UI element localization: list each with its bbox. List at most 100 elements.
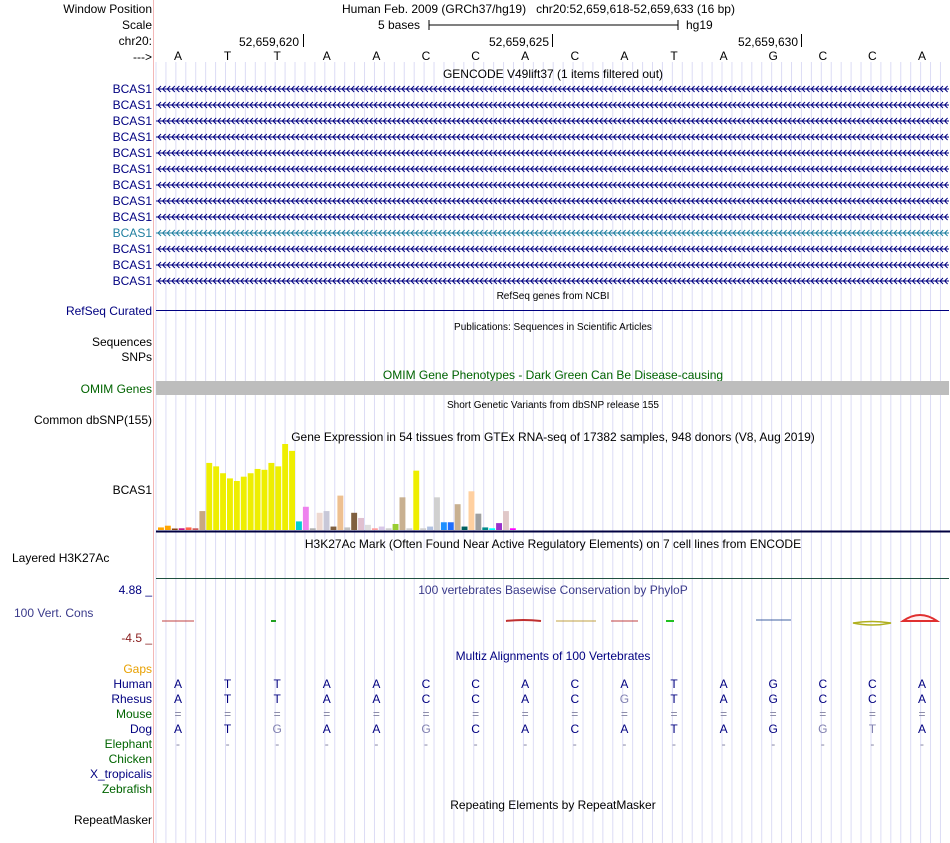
gencode-gene-label[interactable]: BCAS1 xyxy=(112,258,152,272)
strand-arrows-icon xyxy=(157,261,948,269)
dbsnp-label[interactable]: Common dbSNP(155) xyxy=(33,413,152,427)
gencode-gene-label[interactable]: BCAS1 xyxy=(112,114,152,128)
alignment-base: - xyxy=(920,737,924,751)
gencode-gene-label[interactable]: BCAS1 xyxy=(112,210,152,224)
alignment-base: - xyxy=(225,737,230,751)
omim-track-title[interactable]: OMIM Gene Phenotypes - Dark Green Can Be… xyxy=(382,368,724,382)
repeatmasker-label[interactable]: RepeatMasker xyxy=(73,813,152,827)
gencode-gene-label[interactable]: BCAS1 xyxy=(112,274,152,288)
ruler-tick xyxy=(552,34,553,47)
species-label[interactable]: Elephant xyxy=(104,737,152,751)
gencode-gene-track[interactable] xyxy=(156,211,950,223)
gencode-gene-track[interactable] xyxy=(156,195,950,207)
gencode-gene-track[interactable] xyxy=(156,243,950,255)
alignment-base: T xyxy=(223,722,232,736)
gtex-gene-label[interactable]: BCAS1 xyxy=(112,483,152,497)
gencode-gene-label[interactable]: BCAS1 xyxy=(112,194,152,208)
h3k27ac-track-title[interactable]: H3K27Ac Mark (Often Found Near Active Re… xyxy=(304,537,802,551)
window-position[interactable]: chr20:52,659,618-52,659,633 (16 bp) xyxy=(536,2,735,16)
alignment-base: A xyxy=(322,677,331,691)
gencode-gene-track[interactable] xyxy=(156,147,950,159)
sequence-base: C xyxy=(471,49,480,63)
gencode-gene-track[interactable] xyxy=(156,275,950,287)
alignment-base: = xyxy=(918,707,926,721)
dbsnp-track-title[interactable]: Short Genetic Variants from dbSNP releas… xyxy=(447,400,659,411)
alignment-base: A xyxy=(917,722,926,736)
alignment-base: A xyxy=(372,692,381,706)
gtex-bar xyxy=(358,517,364,530)
gencode-gene-label[interactable]: BCAS1 xyxy=(112,98,152,112)
refseq-label[interactable]: RefSeq Curated xyxy=(65,304,152,318)
species-label[interactable]: Mouse xyxy=(115,707,152,721)
alignment-base: A xyxy=(719,692,728,706)
ruler-tick-label: 52,659,620 xyxy=(238,35,299,49)
gencode-gene-label[interactable]: BCAS1 xyxy=(112,130,152,144)
repeatmasker-track-title[interactable]: Repeating Elements by RepeatMasker xyxy=(450,798,656,812)
alignment-base: C xyxy=(868,692,877,706)
gencode-gene-track[interactable] xyxy=(156,179,950,191)
gencode-gene-track[interactable] xyxy=(156,131,950,143)
gencode-gene-label[interactable]: BCAS1 xyxy=(112,82,152,96)
gencode-gene-track[interactable] xyxy=(156,99,950,111)
strand-arrows-icon xyxy=(157,229,948,237)
gencode-gene-track[interactable] xyxy=(156,163,950,175)
alignment-base: = xyxy=(372,707,380,721)
gtex-bar xyxy=(158,527,164,530)
strand-arrows-icon xyxy=(157,85,948,93)
omim-feature-bar[interactable] xyxy=(156,381,949,395)
conservation-label[interactable]: 100 Vert. Cons xyxy=(14,606,94,620)
gencode-gene-track[interactable] xyxy=(156,227,950,239)
gencode-gene-label[interactable]: BCAS1 xyxy=(112,146,152,160)
alignment-base: A xyxy=(620,722,629,736)
gtex-bar xyxy=(482,527,489,530)
gtex-bar xyxy=(413,470,420,530)
gencode-gene-track[interactable] xyxy=(156,259,950,271)
strand-arrows-icon xyxy=(157,133,948,141)
alignment-base: T xyxy=(868,722,877,736)
alignment-base: A xyxy=(620,677,629,691)
refseq-track-line[interactable] xyxy=(156,310,949,311)
species-label[interactable]: Human xyxy=(113,677,152,691)
gencode-gene-track[interactable] xyxy=(156,115,950,127)
alignment-base: = xyxy=(571,707,579,721)
gencode-gene-label[interactable]: BCAS1 xyxy=(112,242,152,256)
gencode-gene-label[interactable]: BCAS1 xyxy=(112,226,152,240)
gtex-bar xyxy=(296,521,302,530)
snps-label[interactable]: SNPs xyxy=(121,350,152,364)
alignment-base: A xyxy=(521,692,530,706)
alignment-base: - xyxy=(820,737,825,751)
gencode-gene-track[interactable] xyxy=(156,83,950,95)
h3k27ac-label[interactable]: Layered H3K27Ac xyxy=(12,551,110,565)
species-label[interactable]: Zebrafish xyxy=(101,782,152,796)
sequence-base: A xyxy=(620,49,629,63)
alignment-base: - xyxy=(870,737,875,751)
alignment-base: A xyxy=(173,722,182,736)
species-label[interactable]: Chicken xyxy=(108,752,152,766)
h3k27ac-track-line[interactable] xyxy=(156,578,949,579)
sequences-label[interactable]: Sequences xyxy=(91,335,152,349)
multiz-track-title[interactable]: Multiz Alignments of 100 Vertebrates xyxy=(455,649,651,663)
gtex-bar xyxy=(323,511,330,530)
species-label[interactable]: Rhesus xyxy=(111,692,152,706)
gencode-gene-label[interactable]: BCAS1 xyxy=(112,162,152,176)
species-label[interactable]: X_tropicalis xyxy=(89,767,152,781)
publications-track-title[interactable]: Publications: Sequences in Scientific Ar… xyxy=(454,322,652,333)
sequence-base: C xyxy=(818,49,828,63)
gencode-gene-label[interactable]: BCAS1 xyxy=(112,178,152,192)
gtex-track-title[interactable]: Gene Expression in 54 tissues from GTEx … xyxy=(291,430,815,444)
gencode-track-title[interactable]: GENCODE V49lift37 (1 items filtered out) xyxy=(442,67,664,81)
sequence-base: A xyxy=(322,49,331,63)
gtex-bar xyxy=(365,524,371,530)
alignment-base: G xyxy=(619,692,630,706)
omim-label[interactable]: OMIM Genes xyxy=(80,382,152,396)
conservation-plot[interactable] xyxy=(156,610,950,630)
gtex-bar xyxy=(392,523,399,530)
gtex-bar xyxy=(275,466,282,530)
gtex-bar-chart[interactable] xyxy=(156,444,950,534)
refseq-track-title[interactable]: RefSeq genes from NCBI xyxy=(496,291,610,302)
strand-arrows-icon xyxy=(157,197,948,205)
gtex-bar xyxy=(454,504,461,530)
species-label[interactable]: Dog xyxy=(129,722,152,736)
conservation-track-title[interactable]: 100 vertebrates Basewise Conservation by… xyxy=(418,583,688,597)
sequence-base: A xyxy=(719,49,728,63)
